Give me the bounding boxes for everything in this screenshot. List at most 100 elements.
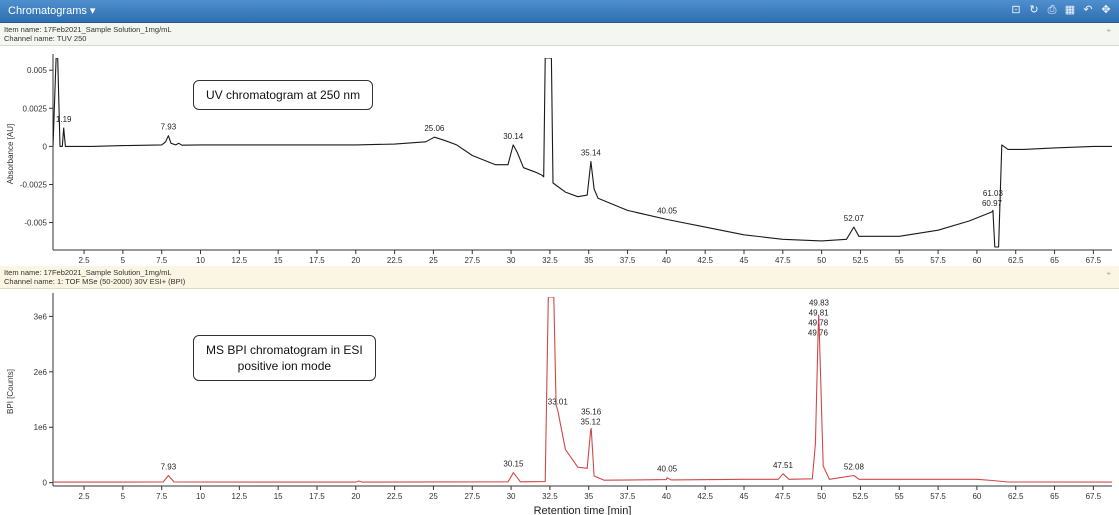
x-tick-label: 27.5 (464, 492, 480, 501)
uv-info-header: Item name: 17Feb2021_Sample Solution_1mg… (0, 23, 1119, 46)
x-tick-label: 50 (817, 492, 826, 501)
x-tick-label: 67.5 (1086, 256, 1102, 265)
peak-label: 40.05 (657, 207, 678, 216)
chromatogram-trace (53, 58, 1112, 248)
x-tick-label: 45 (740, 256, 749, 265)
x-tick-label: 62.5 (1008, 256, 1024, 265)
y-tick-label: 3e6 (34, 312, 48, 321)
x-tick-label: 62.5 (1008, 492, 1024, 501)
y-tick-label: 1e6 (34, 423, 48, 432)
peak-label: 52.08 (844, 462, 865, 471)
x-tick-label: 42.5 (697, 492, 713, 501)
x-tick-label: 27.5 (464, 256, 480, 265)
uv-channel-name: Channel name: TUV 250 (4, 34, 87, 43)
y-tick-label: 0 (43, 479, 48, 488)
peak-label: 7.93 (161, 462, 177, 471)
peak-label: 49.83 (809, 298, 830, 307)
y-tick-label: -0.0025 (20, 180, 48, 189)
y-tick-label: 0.005 (27, 66, 48, 75)
x-tick-label: 17.5 (309, 492, 325, 501)
peak-label: 49.76 (808, 328, 829, 337)
peak-label: 7.93 (161, 123, 177, 132)
y-tick-label: -0.005 (24, 219, 47, 228)
layout-icon[interactable]: ⊡ (1011, 4, 1021, 16)
x-tick-label: 35 (584, 256, 593, 265)
x-tick-label: 40 (662, 256, 671, 265)
ms-info-header: Item name: 17Feb2021_Sample Solution_1mg… (0, 266, 1119, 289)
x-tick-label: 20 (351, 492, 360, 501)
x-tick-label: 7.5 (156, 256, 168, 265)
x-tick-label: 55 (895, 492, 904, 501)
x-tick-label: 15 (274, 492, 283, 501)
x-tick-label: 22.5 (387, 492, 403, 501)
x-tick-label: 2.5 (78, 492, 90, 501)
print-icon[interactable]: ⎙ (1047, 4, 1057, 16)
peak-label: 30.15 (503, 460, 524, 469)
uv-annotation: UV chromatogram at 250 nm (193, 80, 374, 110)
x-tick-label: 22.5 (387, 256, 403, 265)
x-tick-label: 10 (196, 492, 205, 501)
undo-icon[interactable]: ↶ (1083, 4, 1093, 16)
refresh-icon[interactable]: ↻ (1029, 4, 1039, 16)
peak-label: 35.14 (581, 149, 602, 158)
peak-label: 47.51 (773, 461, 794, 470)
peak-label: 49.81 (809, 308, 830, 317)
uv-item-name: Item name: 17Feb2021_Sample Solution_1mg… (4, 25, 172, 34)
pin-icon[interactable]: ⌖ (1106, 26, 1111, 35)
x-tick-label: 52.5 (853, 256, 869, 265)
peak-label: 49.78 (808, 318, 829, 327)
x-tick-label: 25 (429, 492, 438, 501)
y-tick-label: 2e6 (34, 368, 48, 377)
peak-label: 40.05 (657, 465, 678, 474)
ms-annotation: MS BPI chromatogram in ESI positive ion … (193, 335, 376, 381)
peak-label: 35.16 (581, 408, 602, 417)
x-tick-label: 25 (429, 256, 438, 265)
x-tick-label: 32.5 (542, 492, 558, 501)
pin-icon[interactable]: ⌖ (1106, 269, 1111, 278)
y-tick-label: 0.0025 (23, 104, 48, 113)
ms-chart: 2.5 5 7.5 10 12.5 15 17.5 20 22.5 25 27.5 30 32.5 35 3… (6, 293, 1112, 515)
uv-chart: 2.5 5 7.5 10 12.5 15 17.5 20 22.5 25 27.5 30 32.5 35 3… (6, 54, 1112, 265)
x-tick-label: 30 (507, 256, 516, 265)
peak-label: 30.14 (503, 132, 524, 141)
x-tick-label: 35 (584, 492, 593, 501)
x-tick-label: 52.5 (853, 492, 869, 501)
x-tick-label: 17.5 (309, 256, 325, 265)
peak-label: 60.97 (982, 199, 1003, 208)
x-tick-label: 37.5 (620, 492, 636, 501)
x-tick-label: 60 (972, 256, 981, 265)
x-tick-label: 5 (121, 492, 126, 501)
y-tick-label: 0 (43, 142, 48, 151)
move-icon[interactable]: ✥ (1101, 4, 1111, 16)
x-tick-label: 45 (740, 492, 749, 501)
x-tick-label: 12.5 (232, 256, 248, 265)
y-axis-label: BPI [Counts] (6, 369, 15, 414)
table-icon[interactable]: ▦ (1064, 4, 1076, 16)
x-tick-label: 32.5 (542, 256, 558, 265)
peak-label: 1.19 (56, 115, 72, 124)
x-tick-label: 47.5 (775, 492, 791, 501)
x-tick-label: 12.5 (232, 492, 248, 501)
x-axis-label: Retention time [min] (534, 505, 632, 515)
ms-item-name: Item name: 17Feb2021_Sample Solution_1mg… (4, 268, 172, 277)
x-tick-label: 40 (662, 492, 671, 501)
x-tick-label: 47.5 (775, 256, 791, 265)
x-tick-label: 57.5 (930, 492, 946, 501)
peak-label: 33.01 (548, 398, 569, 407)
peak-label: 35.12 (581, 418, 602, 427)
chromatograms-menu[interactable]: Chromatograms ▾ (8, 5, 96, 17)
x-tick-label: 60 (972, 492, 981, 501)
x-tick-label: 65 (1050, 256, 1059, 265)
toolbar-icons: ⊡ ↻ ⎙ ▦ ↶ ✥ (1009, 3, 1113, 17)
peak-label: 52.07 (844, 214, 865, 223)
chromatogram-trace (53, 297, 1112, 483)
x-tick-label: 50 (817, 256, 826, 265)
y-axis-label: Absorbance [AU] (6, 124, 15, 184)
peak-label: 25.06 (424, 124, 445, 133)
x-tick-label: 65 (1050, 492, 1059, 501)
x-tick-label: 20 (351, 256, 360, 265)
x-tick-label: 37.5 (620, 256, 636, 265)
x-tick-label: 15 (274, 256, 283, 265)
x-tick-label: 67.5 (1086, 492, 1102, 501)
x-tick-label: 2.5 (78, 256, 90, 265)
